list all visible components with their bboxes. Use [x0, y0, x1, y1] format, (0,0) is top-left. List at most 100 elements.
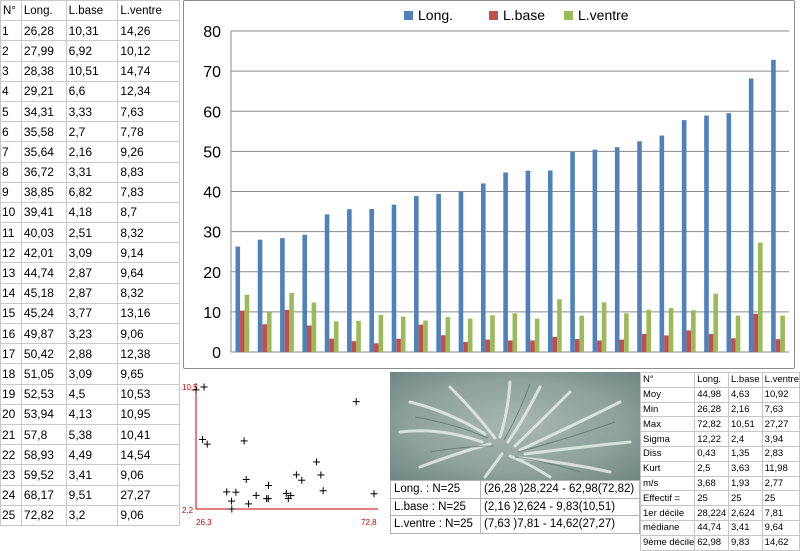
stats-cell: 25	[761, 490, 800, 507]
table-cell: 42,01	[20, 242, 67, 264]
bar	[659, 135, 665, 352]
table-cell: 2,87	[65, 262, 119, 284]
table-cell: 6,82	[65, 181, 119, 203]
table-cell: 8,32	[117, 282, 180, 304]
stats-cell: 2,624	[727, 505, 763, 521]
bar	[436, 193, 441, 352]
table-cell: 39,41	[20, 201, 67, 224]
bar	[646, 309, 652, 352]
bar	[771, 59, 776, 353]
bar	[668, 308, 674, 352]
bar	[400, 316, 406, 352]
table-cell: 3,77	[65, 302, 119, 325]
bar	[557, 299, 562, 352]
table-row: 12 42,01 3,09 9,14	[0, 242, 180, 264]
table-cell: 7,78	[117, 121, 180, 143]
table-cell: 72,82	[20, 504, 67, 526]
table-cell: 4,18	[65, 201, 119, 224]
table-cell: 49,87	[20, 322, 67, 345]
table-cell: 2,88	[65, 343, 119, 365]
stats-cell: 2,4	[727, 431, 763, 447]
bar	[748, 78, 754, 352]
table-cell: 13,16	[117, 302, 180, 325]
bar	[726, 113, 732, 353]
table-cell: 14,74	[117, 60, 180, 82]
table-cell: 24	[0, 484, 22, 506]
table-row: 18 51,05 3,09 9,65	[0, 363, 180, 385]
bar	[570, 151, 575, 352]
stats-cell: 27,27	[761, 416, 800, 433]
table-cell: 3	[0, 60, 22, 82]
stats-cell: 72,82	[694, 416, 729, 433]
column-header: L.base	[65, 0, 119, 22]
table-row: 15 45,24 3,77 13,16	[0, 302, 180, 325]
table-cell: 10,95	[117, 403, 180, 425]
table-row: 16 49,87 3,23 9,06	[0, 322, 180, 345]
table-cell: 20	[0, 403, 22, 425]
y-tick-label: 30	[203, 225, 221, 242]
table-cell: 25	[0, 504, 22, 526]
statistics-table: N° Long. L.base L.ventre Moy 44,98 4,63 10,92 M…	[639, 372, 800, 551]
table-cell: 53,94	[20, 403, 67, 425]
stats-cell: 44,74	[694, 519, 729, 536]
bar	[373, 343, 379, 352]
table-cell: 11	[0, 222, 22, 244]
table-cell: 9,06	[117, 464, 180, 486]
table-cell: 4,49	[65, 444, 119, 466]
bar	[262, 324, 267, 352]
range-table: Long. : N=25 (26,28 )28,224 - 62,98(72,82…	[390, 480, 640, 534]
table-cell: 4,13	[65, 403, 119, 425]
bar	[731, 338, 736, 352]
scatter-point	[313, 458, 321, 466]
table-cell: 19	[0, 383, 22, 405]
legend-label: L.base	[503, 7, 545, 23]
table-cell: 6,6	[65, 80, 119, 102]
bar	[691, 310, 696, 352]
table-row: 22 58,93 4,49 14,54	[0, 444, 180, 466]
y-tick-label: 0	[212, 345, 221, 362]
range-row: L.base : N=25 (2,16 )2,624 - 9,83(10,51)	[390, 497, 640, 516]
table-cell: 9,65	[117, 363, 180, 385]
bar	[624, 313, 629, 352]
bar	[637, 141, 642, 352]
bar	[391, 204, 397, 352]
bar	[418, 324, 424, 352]
stats-cell: 4,63	[727, 386, 763, 403]
stats-cell: 62,98	[694, 534, 729, 551]
stats-cell: Moy	[639, 386, 696, 403]
scatter-point	[192, 386, 200, 394]
table-cell: 36,72	[20, 161, 67, 183]
scatter-point	[352, 398, 360, 406]
y-tick-label: 10	[203, 305, 221, 322]
stats-cell: Max	[639, 416, 696, 433]
table-cell: 2	[0, 40, 22, 62]
bar	[463, 341, 468, 352]
table-cell: 12	[0, 242, 22, 264]
table-row: 19 52,53 4,5 10,53	[0, 383, 180, 405]
bar	[280, 238, 285, 352]
stats-cell: 44,98	[694, 386, 729, 403]
table-cell: 2,51	[65, 222, 119, 244]
range-cell: (2,16 )2,624 - 9,83(10,51)	[480, 497, 640, 516]
table-cell: 45,18	[20, 282, 67, 304]
stats-cell: 3,63	[727, 460, 763, 477]
table-row: 14 45,18 2,87 8,32	[0, 282, 180, 304]
scatter-plot-svg: 10,5 2,226,3 72,8	[182, 383, 378, 527]
stats-row: Effectif = 25 25 25	[639, 490, 800, 507]
bar	[525, 170, 531, 352]
bar	[753, 313, 759, 352]
scatter-axis-label: 2,2	[182, 506, 194, 515]
bar	[467, 318, 473, 352]
stats-cell: 9,83	[727, 534, 763, 551]
table-cell: 2,87	[65, 282, 119, 304]
table-cell: 27,27	[117, 484, 180, 506]
bar	[240, 310, 245, 352]
bar	[758, 242, 763, 352]
stats-cell: 7,81	[761, 505, 800, 521]
stats-cell: 3,41	[727, 519, 763, 536]
bar-chart-svg: 0 10 20 30 40 50 60 70 80 Long. L.base L.ventre	[203, 7, 789, 362]
stats-cell: 2,77	[761, 475, 800, 492]
table-cell: 10	[0, 201, 22, 224]
range-cell: (26,28 )28,224 - 62,98(72,82)	[480, 480, 640, 499]
column-header: L.ventre	[117, 0, 180, 22]
